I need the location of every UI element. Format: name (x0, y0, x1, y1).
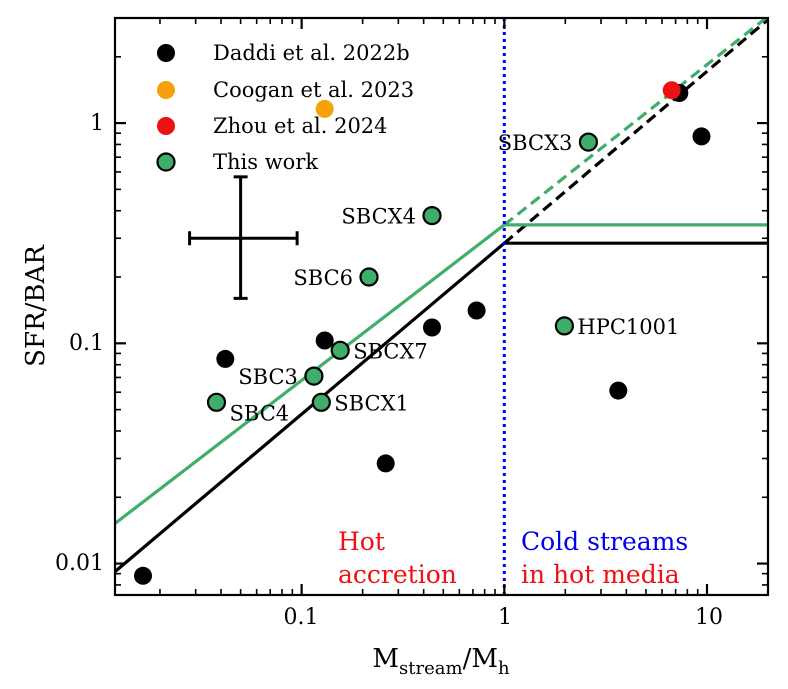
point-label-sbcx7: SBCX7 (353, 339, 428, 363)
region-label-cold-1: Cold streams (521, 527, 688, 556)
legend-marker-this-work (156, 152, 176, 172)
model-lines (115, 18, 768, 595)
model-black-dashed (503, 18, 768, 245)
legend-marker-coogan (157, 81, 175, 99)
point-daddi-6 (609, 381, 628, 400)
point-daddi-5 (467, 301, 486, 320)
point-this_work-6 (206, 392, 227, 412)
point-this_work-2 (359, 267, 379, 287)
model-green-dashed (503, 18, 768, 227)
error-bar (188, 175, 299, 300)
point-this_work-3 (554, 316, 575, 336)
point-this_work-7 (311, 392, 331, 412)
x-tick-label-10: 10 (695, 605, 723, 630)
y-axis-label: SFR/BAR (21, 244, 51, 367)
data-points (134, 81, 711, 585)
point-daddi-8 (692, 127, 711, 146)
point-zhou-0 (662, 81, 681, 100)
legend-label-daddi: Daddi et al. 2022b (213, 41, 410, 65)
region-label-cold-2: in hot media (521, 560, 680, 589)
y-tick-label-0.1: 0.1 (69, 331, 104, 356)
x-tick-label-0.1: 0.1 (284, 605, 319, 630)
y-tick-label-0.01: 0.01 (55, 551, 104, 576)
legend-marker-zhou (157, 117, 175, 135)
point-daddi-4 (423, 318, 441, 337)
point-daddi-3 (376, 454, 395, 473)
point-this_work-4 (330, 340, 350, 360)
x-tick-label-1: 1 (498, 605, 512, 630)
point-label-sbcx3: SBCX3 (498, 131, 573, 155)
legend-label-zhou: Zhou et al. 2024 (213, 114, 388, 138)
legend-label-this-work: This work (213, 150, 318, 174)
legend-marker-daddi (157, 44, 175, 62)
point-label-sbc3: SBC3 (238, 365, 298, 389)
point-daddi-1 (216, 349, 235, 368)
point-label-hpc1001: HPC1001 (577, 315, 679, 339)
point-this_work-5 (304, 366, 324, 386)
point-coogan-0 (315, 99, 334, 118)
y-tick-label-1: 1 (90, 111, 104, 136)
point-this_work-1 (422, 206, 442, 226)
point-daddi-2 (315, 331, 334, 350)
plot-frame (113, 16, 770, 597)
point-label-sbcx4: SBCX4 (341, 205, 416, 229)
point-labels: SBCX3 SBCX4 SBC6 HPC1001 SBCX7 SBC3 SBC4 SBCX1 (230, 131, 680, 425)
legend: Daddi et al. 2022b Coogan et al. 2023 Zh… (156, 41, 414, 174)
region-label-hot-2: accretion (338, 560, 457, 589)
legend-label-coogan: Coogan et al. 2023 (213, 78, 414, 102)
point-daddi-0 (134, 566, 152, 585)
x-axis-label: Mstream/Mh (372, 644, 510, 679)
point-label-sbcx1: SBCX1 (334, 391, 409, 415)
point-label-sbc4: SBC4 (230, 401, 290, 425)
point-this_work-0 (578, 132, 599, 152)
point-label-sbc6: SBC6 (293, 266, 353, 290)
region-label-hot-1: Hot (338, 527, 385, 556)
plot-area (115, 18, 768, 595)
